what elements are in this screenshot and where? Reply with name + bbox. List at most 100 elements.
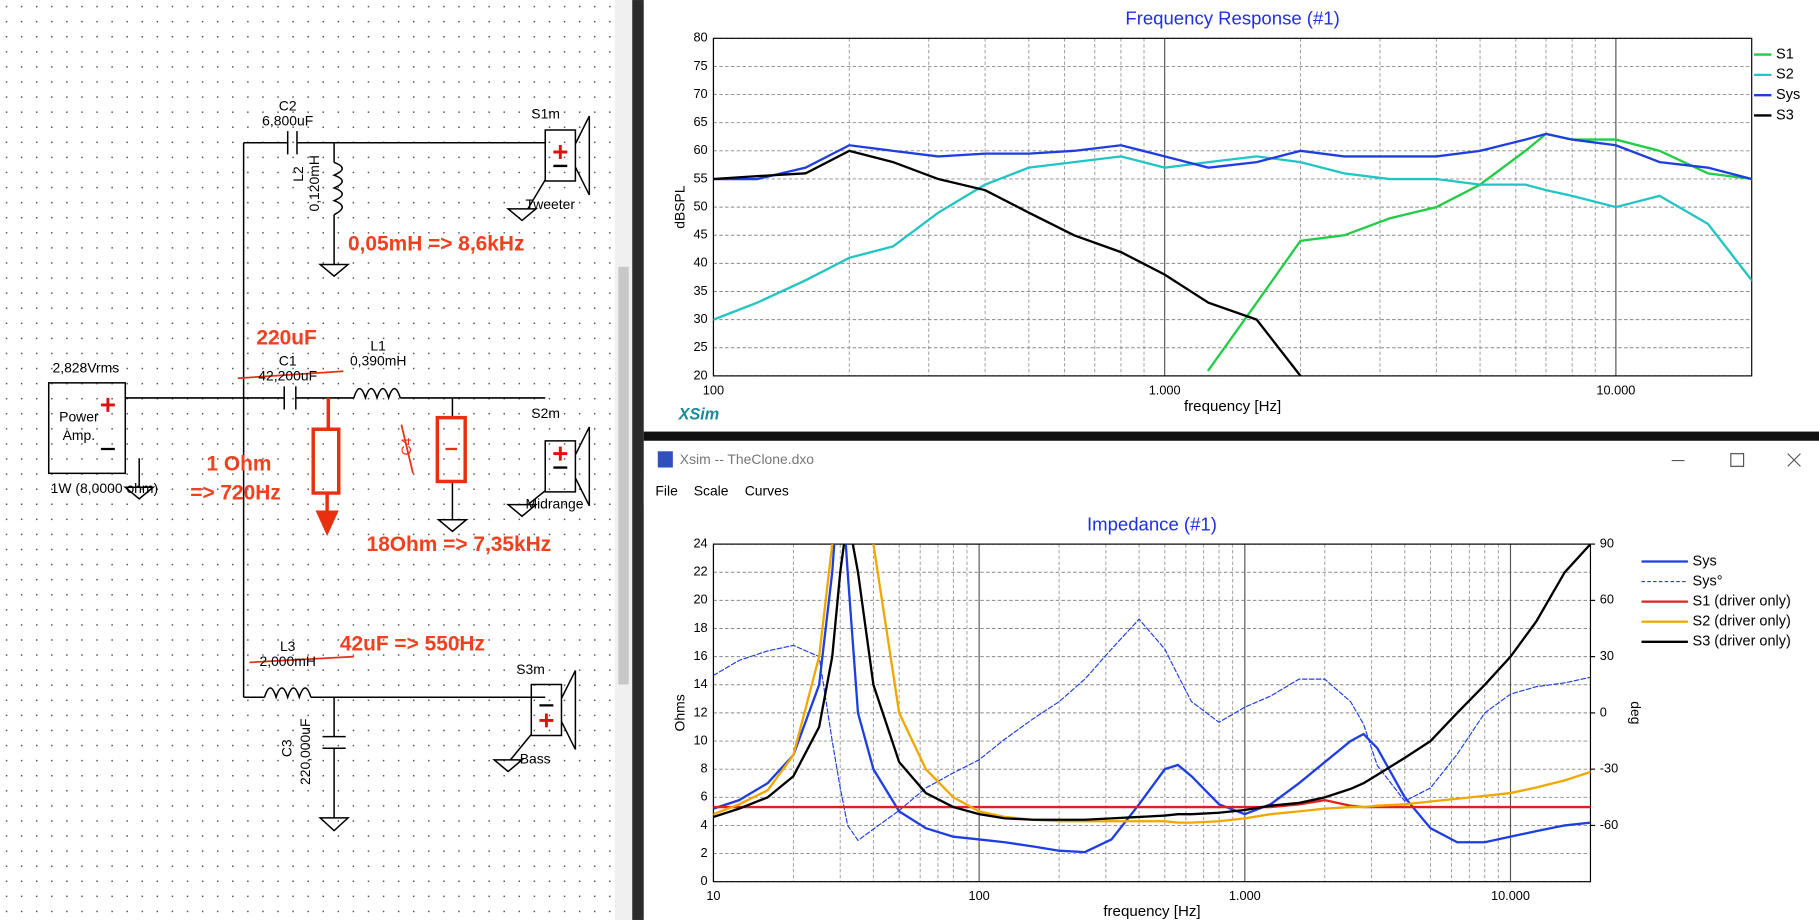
annotation: 0,05mH => 8,6kHz [348, 232, 524, 255]
y-tick-label: 40 [693, 255, 707, 270]
y-tick-label: 25 [693, 339, 707, 354]
component-value: 6,800uF [262, 113, 313, 129]
annotation: 220uF [256, 326, 316, 349]
app-icon [657, 451, 673, 468]
series-line [713, 544, 1591, 854]
speaker-label: Bass [520, 751, 551, 767]
component-ref: L1 [370, 338, 386, 354]
y2-tick-label: 60 [1600, 592, 1614, 607]
x-tick-label: 1.000 [1149, 382, 1181, 397]
speaker-ref: S1m [531, 106, 560, 122]
window [643, 440, 1819, 920]
source-name: Power [59, 408, 99, 424]
source-load: 1W (8,0000 ohm) [51, 480, 158, 496]
series-line [713, 132, 1752, 181]
annotation: 18Ohm => 7,35kHz [367, 533, 552, 556]
speaker-ref: S3m [516, 661, 545, 677]
y-tick-label: 35 [693, 283, 707, 298]
dot-grid [0, 0, 615, 920]
window-controls[interactable] [1671, 453, 1801, 467]
y-tick-label: 20 [693, 592, 707, 607]
component-ref: C3 [278, 739, 294, 757]
component-ref: L2 [290, 166, 306, 182]
chart-title: Frequency Response (#1) [1125, 8, 1339, 29]
y2-tick-label: -60 [1600, 817, 1618, 832]
y-tick-label: 2 [701, 845, 708, 860]
separator [643, 431, 1819, 441]
y-tick-label: 16 [693, 648, 707, 663]
y2-axis-label: deg [1628, 701, 1644, 724]
x-tick-label: 100 [703, 382, 724, 397]
y-tick-label: 6 [701, 789, 708, 804]
y-tick-label: 50 [693, 198, 707, 213]
y-tick-label: 75 [693, 58, 707, 73]
component-value: 42,200uF [258, 368, 317, 384]
divider [632, 0, 644, 920]
plot-area [713, 544, 1591, 854]
y-tick-label: 70 [693, 86, 707, 101]
annotation: 42uF => 550Hz [340, 633, 485, 656]
annotation: 1 Ohm [206, 453, 271, 476]
legend-label: S3 [1776, 107, 1794, 123]
y-axis-label: Ohms [672, 694, 688, 731]
series-line [713, 798, 1591, 809]
source-voltage: 2,828Vrms [52, 360, 119, 376]
component-value: 0,390mH [350, 353, 406, 369]
menu-item[interactable]: Scale [694, 483, 729, 499]
y2-tick-label: 0 [1600, 704, 1607, 719]
menu-item[interactable]: Curves [745, 483, 789, 499]
legend-label: Sys [1693, 553, 1717, 569]
x-tick-label: 1.000 [1229, 888, 1261, 903]
y-tick-label: 20 [693, 367, 707, 382]
legend-label: Sys° [1693, 573, 1723, 589]
y-tick-label: 8 [701, 761, 708, 776]
plot-area [713, 132, 1752, 376]
y-tick-label: 10 [693, 732, 707, 747]
speaker-label: Tweeter [526, 196, 576, 212]
series-line [713, 155, 1752, 321]
y-tick-label: 65 [693, 114, 707, 129]
y2-tick-label: 90 [1600, 535, 1614, 550]
chart-title: Impedance (#1) [1087, 513, 1217, 534]
component-ref: C4 [398, 438, 414, 456]
component-ref: L3 [280, 638, 296, 654]
wires [47, 115, 591, 832]
y-tick-label: 60 [693, 142, 707, 157]
source-name: Amp. [63, 427, 95, 443]
series-line [713, 544, 1591, 821]
y-tick-label: 18 [693, 620, 707, 635]
y-axis-label: dBSPL [672, 185, 688, 229]
y-tick-label: 22 [693, 564, 707, 579]
component-ref: C1 [279, 353, 297, 369]
component-ref: C2 [279, 97, 297, 113]
freq-panel [643, 0, 1819, 432]
plot-frame [712, 543, 1592, 883]
y-tick-label: 12 [693, 704, 707, 719]
legend-label: S3 (driver only) [1693, 634, 1791, 650]
plot-frame [712, 37, 1753, 377]
x-tick-label: 10.000 [1491, 888, 1530, 903]
logo: XSim [678, 406, 720, 424]
x-axis-label: frequency [Hz] [1184, 398, 1281, 415]
y-tick-label: 45 [693, 227, 707, 242]
menu-item[interactable]: File [655, 483, 678, 499]
component-value: 220,000uF [297, 719, 313, 786]
y-tick-label: 4 [701, 817, 708, 832]
y-tick-label: 80 [693, 30, 707, 45]
x-tick-label: 10 [706, 888, 720, 903]
y-tick-label: 24 [693, 535, 707, 550]
x-tick-label: 10.000 [1596, 382, 1635, 397]
y-tick-label: 0 [701, 873, 708, 888]
legend-label: S1 [1776, 46, 1794, 62]
legend-label: S2 (driver only) [1693, 614, 1791, 630]
scroll-thumb[interactable] [618, 266, 629, 685]
component-value: 0,120mH [306, 155, 322, 211]
speaker-ref: S2m [531, 405, 560, 421]
speaker-label: Midrange [526, 495, 584, 511]
y-tick-label: 14 [693, 676, 707, 691]
annotation-marks [237, 370, 467, 664]
y-tick-label: 30 [693, 311, 707, 326]
legend-label: Sys [1776, 87, 1800, 103]
